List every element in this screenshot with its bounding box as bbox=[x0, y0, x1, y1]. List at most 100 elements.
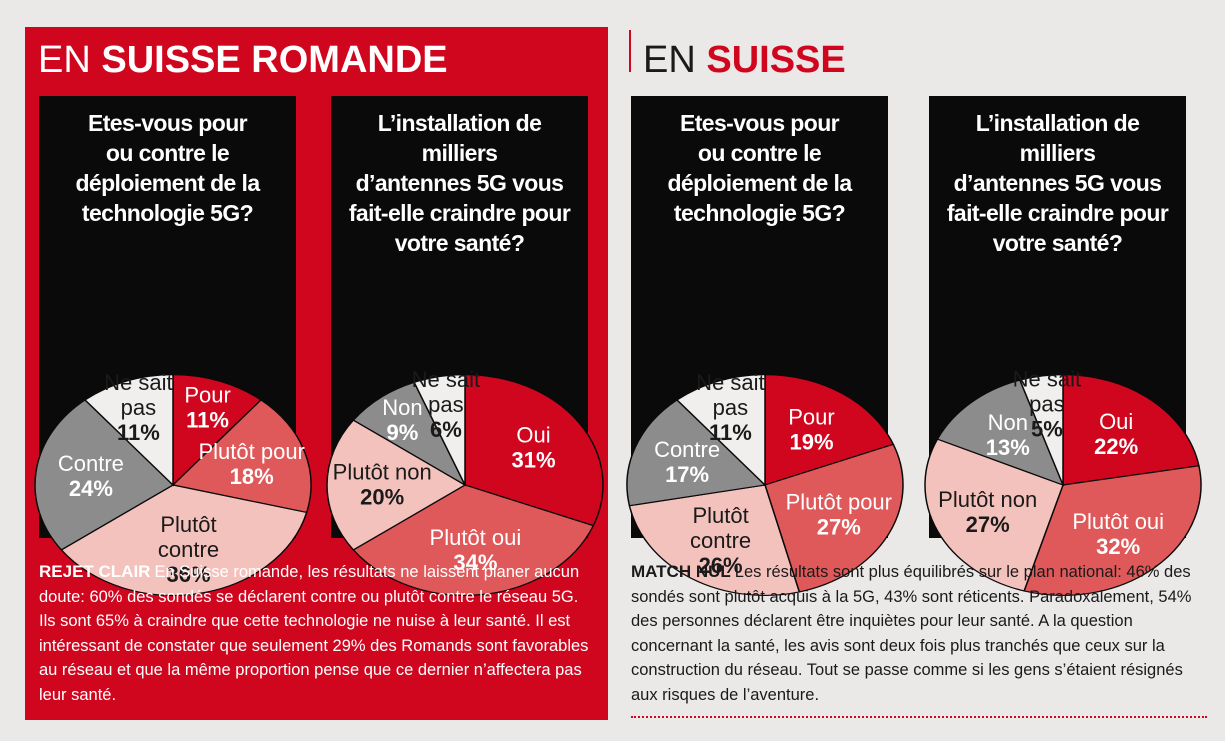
pie-label-category: contre bbox=[690, 528, 751, 553]
pie-slice-pour bbox=[172, 373, 263, 487]
pie-label-ne-sait-pas: Ne sait pas 11% bbox=[104, 370, 172, 445]
pie-slice-plut-t-non bbox=[924, 438, 1064, 592]
pie-label-category: Plutôt pour bbox=[786, 490, 892, 515]
pie-label-category: Plutôt bbox=[160, 512, 216, 537]
pie-label-ne-sait-pas: Ne sait pas 5% bbox=[1013, 366, 1081, 441]
pie-label-percentage: 5% bbox=[1031, 416, 1063, 441]
pie-label-category: pas bbox=[121, 395, 156, 420]
pie-label-ne-sait-pas: Ne sait pas 6% bbox=[412, 367, 480, 442]
pie-label-oui: Oui 22% bbox=[1094, 409, 1138, 459]
heading-rule bbox=[629, 30, 631, 72]
pie-label-percentage: 34% bbox=[453, 550, 497, 575]
pie-label-category: Plutôt oui bbox=[430, 525, 522, 550]
pie-label-contre: Contre 24% bbox=[58, 451, 124, 501]
pie-chart: Pour 19% Plutôt pour 27% Plutôt contre 26% Cont… bbox=[626, 370, 904, 596]
chart-question: L’installation de milliers d’antennes 5G… bbox=[348, 110, 571, 256]
pie-label-plut-t-oui: Plutôt oui 34% bbox=[430, 525, 522, 575]
pie-slice-plut-t-contre bbox=[60, 484, 308, 596]
pie-label-non: Non 13% bbox=[986, 410, 1030, 460]
pie-label-percentage: 36% bbox=[166, 562, 210, 587]
pie-label-percentage: 22% bbox=[1094, 434, 1138, 459]
pie-label-category: pas bbox=[428, 392, 463, 417]
pie-label-category: Oui bbox=[1099, 409, 1133, 434]
heading-prefix: EN bbox=[38, 39, 91, 81]
pie-slice-pour bbox=[764, 373, 895, 486]
chart-question: Etes-vous pour ou contre le déploiement … bbox=[75, 110, 260, 226]
pie-label-plut-t-pour: Plutôt pour 27% bbox=[786, 490, 892, 540]
pie-slice-plut-t-pour bbox=[171, 399, 312, 514]
pie-label-percentage: 31% bbox=[511, 447, 555, 472]
pie-label-percentage: 11% bbox=[117, 420, 160, 445]
pie-label-contre: Contre 17% bbox=[654, 437, 720, 487]
pie-label-percentage: 27% bbox=[966, 512, 1010, 537]
pie-label-percentage: 11% bbox=[709, 420, 752, 445]
pie-label-plut-t-pour: Plutôt pour 18% bbox=[198, 439, 304, 489]
pie-label-percentage: 24% bbox=[69, 476, 113, 501]
heading-suisse-romande: EN SUISSE ROMANDE bbox=[38, 40, 448, 80]
pie-slice-oui bbox=[1062, 373, 1200, 486]
pie-label-category: Non bbox=[382, 395, 422, 420]
pie-label-category: Contre bbox=[654, 437, 720, 462]
pie-slice-ne-sait-pas bbox=[83, 373, 174, 487]
heading-prefix: EN bbox=[643, 39, 696, 81]
pie-label-percentage: 18% bbox=[230, 464, 274, 489]
pie-slice-ne-sait-pas bbox=[413, 373, 466, 486]
pie-label-ne-sait-pas: Ne sait pas 11% bbox=[696, 370, 764, 445]
pie-slice-plut-t-pour bbox=[764, 443, 904, 593]
pie-slice-plut-t-contre bbox=[628, 484, 801, 596]
chart-question: L’installation de milliers d’antennes 5G… bbox=[946, 110, 1169, 256]
pie-slice-ne-sait-pas bbox=[1018, 373, 1064, 486]
pie-label-plut-t-oui: Plutôt oui 32% bbox=[1072, 509, 1164, 559]
pie-label-category: Oui bbox=[516, 422, 550, 447]
pie-slice-plut-t-oui bbox=[1023, 465, 1202, 596]
pie-label-pour: Pour 11% bbox=[184, 383, 230, 433]
pie-label-percentage: 13% bbox=[986, 435, 1030, 460]
pie-label-percentage: 32% bbox=[1096, 534, 1140, 559]
pie-label-percentage: 27% bbox=[817, 515, 861, 540]
pie-label-category: Plutôt pour bbox=[198, 439, 304, 464]
pie-label-category: pas bbox=[1029, 391, 1064, 416]
chart-card-romande-opinion: Etes-vous pour ou contre le déploiement … bbox=[34, 96, 312, 596]
pie-label-category: contre bbox=[158, 537, 219, 562]
chart-question: Etes-vous pour ou contre le déploiement … bbox=[667, 110, 852, 226]
pie-label-category: Plutôt non bbox=[938, 487, 1037, 512]
chart-card-romande-health: L’installation de milliers d’antennes 5G… bbox=[326, 96, 604, 596]
pie-label-plut-t-non: Plutôt non 27% bbox=[938, 487, 1037, 537]
chart-card-suisse-opinion: Etes-vous pour ou contre le déploiement … bbox=[626, 96, 904, 596]
pie-label-percentage: 17% bbox=[665, 462, 709, 487]
pie-label-plut-t-non: Plutôt non 20% bbox=[333, 460, 432, 510]
pie-slice-plut-t-oui bbox=[352, 484, 595, 596]
pie-label-category: Plutôt bbox=[692, 503, 748, 528]
caption-text: Les résultats sont plus équilibrés sur l… bbox=[631, 563, 1192, 704]
pie-slice-plut-t-non bbox=[326, 419, 467, 551]
pie-label-percentage: 20% bbox=[360, 485, 404, 510]
caption-suisse: MATCH NUL Les résultats sont plus équilib… bbox=[631, 560, 1211, 707]
divider-dotted bbox=[631, 716, 1207, 718]
chart-card-suisse-health: L’installation de milliers d’antennes 5G… bbox=[924, 96, 1202, 596]
heading-region: SUISSE bbox=[706, 39, 846, 81]
caption-lead: MATCH NUL bbox=[631, 562, 731, 581]
caption-lead: REJET CLAIR bbox=[39, 562, 151, 581]
pie-label-pour: Pour 19% bbox=[788, 405, 834, 455]
pie-slice-contre bbox=[626, 399, 767, 507]
pie-slice-ne-sait-pas bbox=[675, 373, 766, 487]
pie-slice-contre bbox=[34, 399, 175, 551]
pie-label-non: Non 9% bbox=[382, 395, 422, 445]
pie-label-category: Ne sait bbox=[696, 370, 764, 395]
pie-label-category: Non bbox=[988, 410, 1028, 435]
pie-label-category: pas bbox=[713, 395, 748, 420]
pie-slice-oui bbox=[464, 373, 604, 527]
pie-label-category: Ne sait bbox=[1013, 366, 1081, 391]
pie-label-category: Contre bbox=[58, 451, 124, 476]
caption-text: En Suisse romande, les résultats ne lais… bbox=[39, 563, 589, 704]
pie-label-percentage: 11% bbox=[186, 408, 229, 433]
pie-label-plut-t-contre: Plutôt contre 26% bbox=[690, 503, 751, 578]
pie-label-percentage: 19% bbox=[789, 430, 833, 455]
pie-label-category: Ne sait bbox=[412, 367, 480, 392]
pie-label-percentage: 9% bbox=[387, 420, 419, 445]
heading-suisse: EN SUISSE bbox=[643, 40, 846, 80]
pie-label-oui: Oui 31% bbox=[511, 422, 555, 472]
pie-chart: Oui 22%Plutôt oui 32%Plutôt non 27%Non 13%Ne… bbox=[924, 366, 1202, 596]
pie-chart: Pour 11% Plutôt pour 18% Plutôt contre 36% Cont… bbox=[34, 370, 312, 596]
heading-region: SUISSE ROMANDE bbox=[101, 39, 448, 81]
